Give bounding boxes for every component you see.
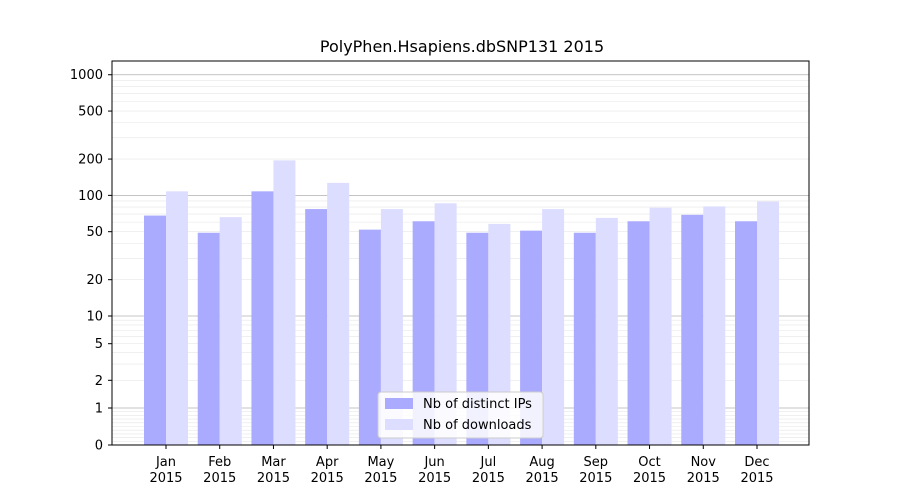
bar-downloads	[649, 207, 672, 445]
bar-distinct-ips	[735, 221, 757, 445]
bar-downloads	[219, 217, 242, 445]
y-tick-label: 100	[78, 189, 103, 204]
bar-downloads	[434, 203, 457, 445]
x-tick-label-year: 2015	[257, 471, 290, 486]
y-tick-label: 0	[95, 439, 103, 454]
legend-swatch-downloads	[385, 419, 413, 430]
bar-distinct-ips	[197, 232, 220, 445]
bar-distinct-ips	[358, 229, 381, 445]
bar-downloads	[757, 201, 779, 445]
y-tick-label: 1	[95, 402, 103, 417]
y-tick-label: 10	[86, 310, 103, 325]
bar-distinct-ips	[412, 221, 435, 445]
x-tick-label-month: Nov	[691, 455, 717, 470]
x-tick-label-year: 2015	[687, 471, 720, 486]
y-tick-label: 20	[86, 273, 103, 288]
bar-downloads	[542, 209, 565, 445]
y-tick-label: 50	[86, 225, 103, 240]
bar-distinct-ips	[251, 191, 274, 445]
x-tick-label-month: Sep	[584, 455, 609, 470]
bar-downloads	[166, 191, 188, 445]
x-tick-label-month: Feb	[208, 455, 231, 470]
x-tick-label-month: Jun	[423, 455, 444, 470]
x-tick-label-year: 2015	[364, 471, 397, 486]
bar-downloads	[488, 223, 511, 445]
bar-distinct-ips	[305, 209, 328, 445]
x-tick-label-year: 2015	[579, 471, 612, 486]
bar-downloads	[595, 217, 618, 445]
x-tick-label-year: 2015	[526, 471, 559, 486]
bars	[144, 160, 779, 445]
y-tick-label: 1000	[70, 68, 103, 83]
bar-downloads	[327, 182, 350, 445]
x-tick-label-month: Jan	[155, 455, 176, 470]
bar-distinct-ips	[144, 215, 166, 445]
y-tick-label: 200	[78, 153, 103, 168]
bar-distinct-ips	[520, 230, 543, 445]
x-tick-label-month: Mar	[261, 455, 286, 470]
bar-downloads	[380, 209, 403, 445]
y-tick-label: 5	[95, 337, 103, 352]
x-tick-label-year: 2015	[203, 471, 236, 486]
x-tick-label-month: Aug	[529, 455, 554, 470]
bar-downloads	[703, 206, 726, 445]
legend-label-downloads: Nb of downloads	[423, 418, 532, 433]
x-tick-label-year: 2015	[418, 471, 451, 486]
x-tick-label-month: Dec	[744, 455, 769, 470]
x-tick-label-year: 2015	[311, 471, 344, 486]
x-tick-label-month: Jul	[480, 455, 497, 470]
x-tick-label-year: 2015	[472, 471, 505, 486]
legend: Nb of distinct IPs Nb of downloads	[377, 391, 544, 439]
y-tick-label: 2	[95, 374, 103, 389]
plot-frame	[111, 60, 810, 446]
x-tick-label-month: May	[367, 455, 394, 470]
bar-distinct-ips	[627, 221, 650, 445]
legend-box	[377, 391, 544, 439]
y-axis: 0 1 2 5 10 20 50 100 200 500 1000	[70, 68, 112, 454]
x-tick-label-year: 2015	[740, 471, 773, 486]
y-tick-label: 500	[78, 105, 103, 120]
x-tick-label-month: Oct	[638, 455, 660, 470]
x-tick-label-year: 2015	[149, 471, 182, 486]
x-tick-label-month: Apr	[316, 455, 339, 470]
chart-title: PolyPhen.Hsapiens.dbSNP131 2015	[320, 37, 604, 56]
bar-downloads	[273, 160, 296, 445]
bar-distinct-ips	[573, 232, 596, 445]
legend-label-ips: Nb of distinct IPs	[423, 397, 532, 412]
x-axis: Jan2015Feb2015Mar2015Apr2015May2015Jun20…	[149, 445, 774, 486]
bar-distinct-ips	[681, 214, 704, 445]
x-tick-label-year: 2015	[633, 471, 666, 486]
legend-swatch-ips	[385, 398, 413, 409]
